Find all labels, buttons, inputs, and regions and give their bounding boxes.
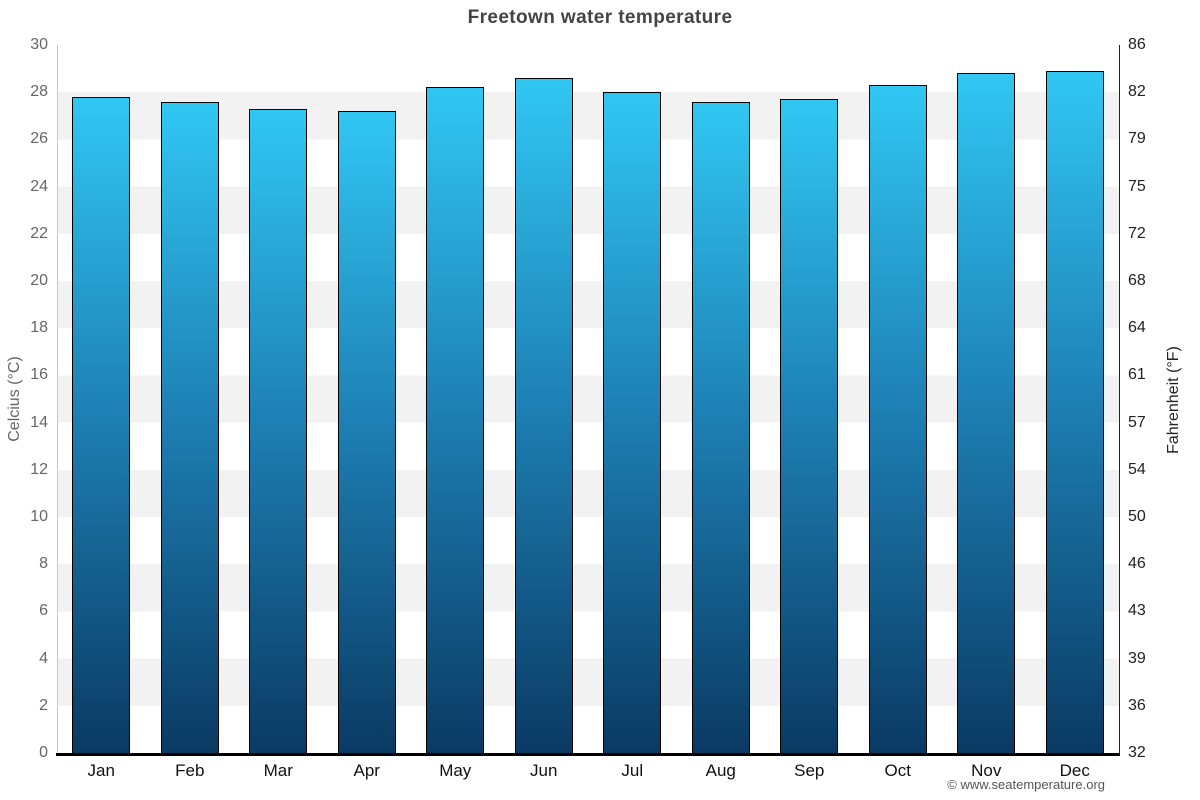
bar-sep (780, 99, 839, 753)
celsius-tick-0: 0 (39, 744, 48, 761)
fahrenheit-tick-86: 86 (1128, 36, 1146, 53)
bar-apr (337, 111, 396, 753)
month-label-mar: Mar (263, 761, 293, 780)
plot-area (57, 45, 1119, 753)
celsius-tick-28: 28 (30, 83, 48, 101)
fahrenheit-tick-64: 64 (1128, 319, 1146, 337)
celsius-tick-6: 6 (39, 602, 48, 620)
month-label-jan: Jan (87, 761, 115, 780)
fahrenheit-tick-68: 68 (1128, 272, 1146, 289)
bar-nov (957, 73, 1016, 753)
bar-dec (1045, 70, 1104, 753)
celsius-tick-24: 24 (30, 177, 48, 195)
fahrenheit-tick-57: 57 (1128, 413, 1146, 431)
celsius-tick-14: 14 (30, 413, 48, 431)
bar-may (426, 87, 485, 753)
fahrenheit-tick-39: 39 (1128, 649, 1146, 667)
month-label-nov: Nov (971, 761, 1002, 780)
month-label-feb: Feb (175, 761, 205, 780)
celsius-tick-8: 8 (39, 555, 48, 573)
month-label-may: May (439, 761, 472, 780)
celsius-axis-title: Celcius (°C) (6, 356, 23, 442)
celsius-tick-20: 20 (30, 272, 48, 289)
fahrenheit-tick-36: 36 (1128, 696, 1146, 714)
celsius-tick-30: 30 (30, 36, 48, 53)
fahrenheit-tick-50: 50 (1128, 508, 1146, 525)
fahrenheit-tick-46: 46 (1128, 555, 1146, 573)
celsius-tick-10: 10 (30, 508, 48, 525)
fahrenheit-tick-75: 75 (1128, 177, 1146, 195)
bar-oct (868, 85, 927, 753)
celsius-tick-4: 4 (39, 649, 48, 667)
left-axis-line (57, 45, 58, 753)
month-label-jun: Jun (530, 761, 558, 780)
right-axis-line (1119, 45, 1120, 753)
month-label-dec: Dec (1059, 761, 1090, 780)
fahrenheit-tick-72: 72 (1128, 224, 1146, 242)
celsius-tick-22: 22 (30, 224, 48, 242)
fahrenheit-tick-82: 82 (1128, 83, 1146, 101)
fahrenheit-tick-54: 54 (1128, 460, 1146, 478)
month-label-aug: Aug (705, 761, 736, 780)
celsius-tick-26: 26 (30, 130, 48, 148)
bar-feb (160, 101, 219, 753)
fahrenheit-tick-43: 43 (1128, 602, 1146, 620)
celsius-tick-16: 16 (30, 366, 48, 384)
copyright-watermark: © www.seatemperature.org (947, 777, 1105, 792)
month-label-jul: Jul (621, 761, 644, 780)
month-label-oct: Oct (884, 761, 911, 780)
month-label-apr: Apr (353, 761, 380, 780)
chart-title: Freetown water temperature (467, 7, 733, 28)
fahrenheit-axis-title: Fahrenheit (°F) (1165, 346, 1182, 454)
fahrenheit-tick-61: 61 (1128, 366, 1146, 384)
bottom-axis-line (56, 753, 1120, 756)
bar-jul (603, 92, 662, 753)
celsius-tick-12: 12 (30, 460, 48, 478)
celsius-tick-18: 18 (30, 319, 48, 337)
bar-aug (691, 101, 750, 753)
fahrenheit-tick-32: 32 (1128, 744, 1146, 761)
month-label-sep: Sep (794, 761, 825, 780)
celsius-tick-2: 2 (39, 696, 48, 714)
bar-mar (249, 108, 308, 753)
bar-jan (72, 96, 131, 753)
fahrenheit-tick-79: 79 (1128, 130, 1146, 148)
bar-jun (514, 78, 573, 753)
